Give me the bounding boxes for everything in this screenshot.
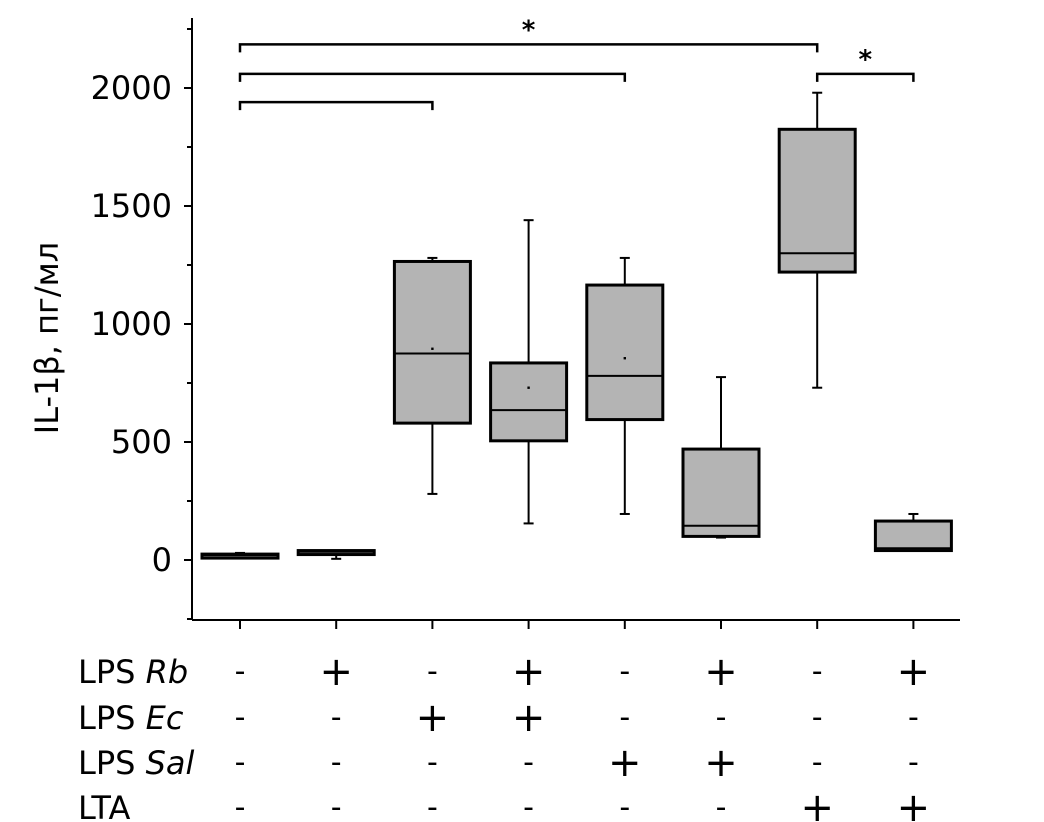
plus-sign: + (512, 695, 546, 741)
box (585, 283, 665, 422)
plus-sign: + (704, 649, 738, 695)
y-tick-label: 500 (111, 423, 172, 461)
plus-sign: + (897, 785, 931, 822)
minus-sign: - (716, 790, 727, 822)
box (873, 519, 953, 553)
minus-sign: - (427, 745, 438, 780)
boxes (200, 91, 953, 560)
plus-sign: + (416, 695, 450, 741)
box-group (681, 376, 761, 539)
condition-row-label: LTA (78, 789, 130, 822)
condition-row: LPS Ec - - + + - - - - (78, 695, 919, 741)
bracket-line (238, 100, 434, 111)
condition-row: LTA - - - - - - + + (78, 785, 930, 822)
mean-marker (623, 357, 626, 360)
minus-sign: - (619, 700, 630, 735)
y-tick-label: 0 (152, 541, 172, 579)
mean-marker (431, 347, 434, 350)
y-tick-labels: 0 500 1000 1500 2000 (91, 69, 172, 579)
minus-sign: - (427, 790, 438, 822)
plus-sign: + (319, 649, 353, 695)
box (489, 361, 569, 443)
significance-brackets: ** (238, 15, 915, 111)
minus-sign: - (427, 654, 438, 689)
box-group (489, 219, 569, 525)
plus-sign: + (704, 740, 738, 786)
condition-row-label: LPS Sal (78, 744, 195, 782)
box-group (777, 91, 857, 389)
minus-sign: - (908, 700, 919, 735)
plus-sign: + (800, 785, 834, 822)
y-tick-label: 1000 (91, 305, 172, 343)
minus-sign: - (523, 745, 534, 780)
minus-sign: - (331, 745, 342, 780)
y-tick-label: 2000 (91, 69, 172, 107)
minus-sign: - (235, 700, 246, 735)
minus-sign: - (908, 745, 919, 780)
significance-bracket (238, 100, 434, 111)
condition-row-label: LPS Rb (78, 653, 188, 691)
minus-sign: - (619, 654, 630, 689)
minus-sign: - (331, 700, 342, 735)
box-group (585, 256, 665, 515)
axes (184, 18, 960, 629)
box (777, 127, 857, 274)
minus-sign: - (331, 790, 342, 822)
condition-row: LPS Rb - + - + - + - + (78, 649, 930, 695)
box (681, 447, 761, 538)
minus-sign: - (812, 654, 823, 689)
plus-sign: + (512, 649, 546, 695)
bracket-line (238, 43, 819, 53)
box-group (392, 256, 472, 495)
significance-bracket (238, 72, 627, 82)
minus-sign: - (716, 700, 727, 735)
minus-sign: - (523, 790, 534, 822)
condition-table: LPS Rb - + - + - + - +LPS Ec - - + + - - - -LPS Sal - - - - +… (78, 649, 930, 822)
significance-label: * (522, 15, 536, 45)
significance-label: * (858, 45, 872, 75)
plus-sign: + (897, 649, 931, 695)
minus-sign: - (812, 745, 823, 780)
minus-sign: - (235, 654, 246, 689)
y-tick-label: 1500 (91, 187, 172, 225)
minus-sign: - (235, 745, 246, 780)
bracket-line (238, 72, 627, 82)
box-group (200, 551, 280, 560)
minus-sign: - (812, 700, 823, 735)
significance-bracket: * (238, 15, 819, 53)
bracket-line (815, 72, 915, 82)
plus-sign: + (608, 740, 642, 786)
mean-marker (527, 386, 530, 389)
condition-row: LPS Sal - - - - + + - - (78, 740, 919, 786)
significance-bracket: * (815, 45, 915, 82)
condition-row-label: LPS Ec (78, 699, 184, 737)
box (392, 259, 472, 425)
box-group (296, 549, 376, 560)
minus-sign: - (619, 790, 630, 822)
y-axis-label: IL-1β, пг/мл (28, 242, 66, 434)
minus-sign: - (235, 790, 246, 822)
box-group (873, 512, 953, 553)
